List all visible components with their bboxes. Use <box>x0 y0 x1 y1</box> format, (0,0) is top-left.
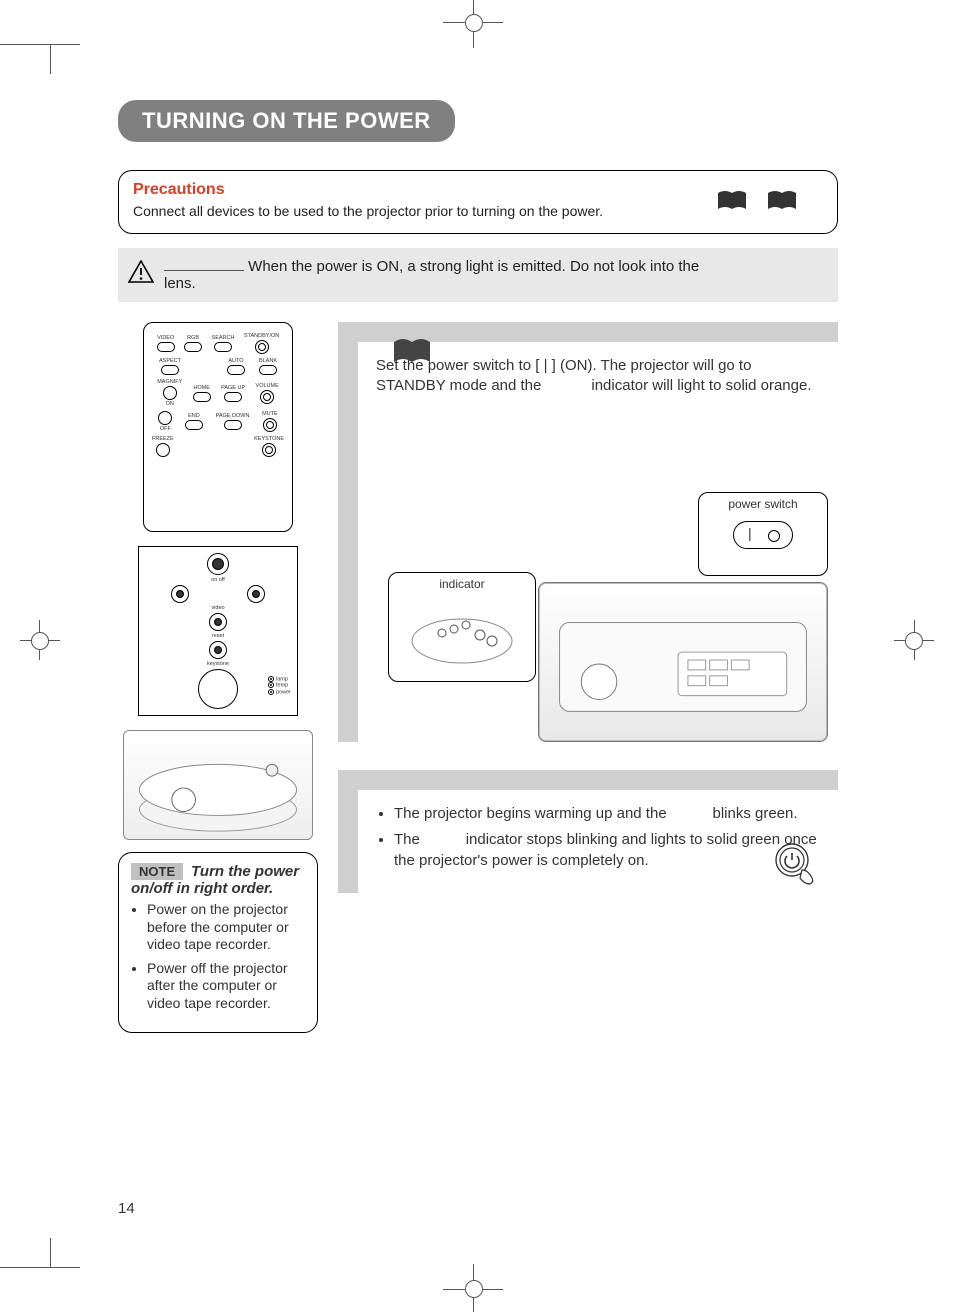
crop-mark <box>31 632 49 650</box>
remote-diagram: VIDEO RGB SEARCH STANDBY/ON ASPECT AUTO … <box>143 322 293 532</box>
ctrl-legend-temp: temp <box>276 683 288 689</box>
step2-item: The projector begins warming up and the … <box>394 804 824 824</box>
ctrl-label-onoff: on off <box>145 577 291 583</box>
note-item: Power off the projector after the comput… <box>147 960 305 1013</box>
projector-illustration-small <box>123 730 313 840</box>
press-power-icon <box>772 840 818 886</box>
manual-ref-icon <box>392 336 432 366</box>
warning-text-line1: When the power is ON, a strong light is … <box>248 258 699 275</box>
control-panel-diagram: on off video reset keystone lamp temp <box>138 546 298 716</box>
rc-label-end: END <box>188 413 200 419</box>
rc-label-home: HOME <box>193 385 210 391</box>
note-box: NOTE Turn the power on/off in right orde… <box>118 852 318 1033</box>
ctrl-legend: lamp temp power <box>268 676 291 695</box>
step-1: Set the power switch to [ | ] (ON). The … <box>338 322 838 742</box>
indicator-callout: indicator <box>388 572 536 682</box>
ctrl-label-reset: reset <box>145 633 291 639</box>
crop-mark <box>0 1208 80 1268</box>
precautions-box: Precautions Connect all devices to be us… <box>118 170 838 234</box>
rc-label-aspect: ASPECT <box>159 358 181 364</box>
rc-label-pageup: PAGE UP <box>221 385 245 391</box>
step-2: The projector begins warming up and the … <box>338 770 838 893</box>
rc-label-auto: AUTO <box>228 358 243 364</box>
manual-ref-icon <box>767 189 797 211</box>
warning-icon <box>128 260 154 284</box>
rc-label-magnify: MAGNIFY <box>157 379 182 385</box>
crop-mark <box>465 1280 483 1298</box>
rc-label-rgb: RGB <box>187 335 199 341</box>
rc-label-standby: STANDBY/ON <box>244 333 279 339</box>
page-number: 14 <box>118 1200 135 1217</box>
crop-mark <box>0 44 80 104</box>
ctrl-label-keystone: keystone <box>145 661 291 667</box>
ctrl-legend-power: power <box>276 689 291 695</box>
rc-label-volume: VOLUME <box>256 383 279 389</box>
section-title: TURNING ON THE POWER <box>118 100 455 142</box>
rc-label-blank: BLANK <box>259 358 277 364</box>
crop-mark <box>905 632 923 650</box>
rc-label-on: ON <box>166 401 174 407</box>
step2-item: The indicator stops blinking and lights … <box>394 830 824 871</box>
crop-mark <box>465 14 483 32</box>
left-column: VIDEO RGB SEARCH STANDBY/ON ASPECT AUTO … <box>118 322 318 1033</box>
rc-label-freeze: FREEZE <box>152 436 174 442</box>
note-badge: NOTE <box>131 863 183 880</box>
indicator-label: indicator <box>389 577 535 591</box>
manual-ref-icon <box>717 189 747 211</box>
right-column: Set the power switch to [ | ] (ON). The … <box>338 322 838 1033</box>
rc-label-pagedown: PAGE DOWN <box>216 413 250 419</box>
rc-label-off: OFF <box>160 426 171 432</box>
note-item: Power on the projector before the comput… <box>147 901 305 954</box>
power-switch-icon <box>733 521 793 549</box>
warning-text-line2: lens. <box>164 275 196 292</box>
step1-text: Set the power switch to [ | ] (ON). The … <box>376 356 824 397</box>
rc-label-video: VIDEO <box>157 335 174 341</box>
rc-label-keystone: KEYSTONE <box>254 436 284 442</box>
warning-bar: When the power is ON, a strong light is … <box>118 248 838 302</box>
rc-label-mute: MUTE <box>262 411 278 417</box>
power-switch-label: power switch <box>699 497 827 511</box>
projector-illustration-large <box>538 582 828 742</box>
ctrl-label-video: video <box>145 605 291 611</box>
page-content: TURNING ON THE POWER Precautions Connect… <box>118 100 838 1033</box>
rc-label-search: SEARCH <box>212 335 235 341</box>
warning-blank-field <box>164 259 244 271</box>
power-switch-callout: power switch <box>698 492 828 576</box>
